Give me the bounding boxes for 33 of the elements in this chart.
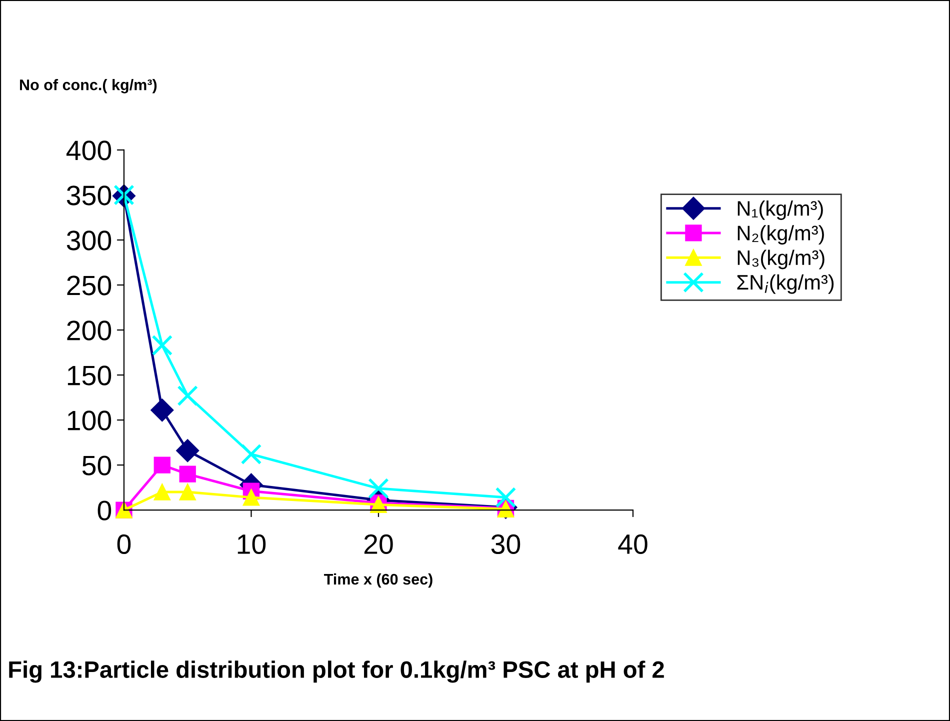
point [495,487,516,508]
y-tick-label: 400 [66,140,112,160]
x-tick-label: 20 [364,534,393,554]
point [152,334,173,356]
legend-label: N₁(kg/m³) [738,200,823,220]
x-tick-label: 40 [618,534,648,554]
y-tick-label: 250 [67,276,112,296]
y-tick-label: 0 [98,500,112,520]
point [150,398,174,422]
x-tick-label: 10 [238,534,266,554]
point [240,444,262,465]
point [154,456,170,474]
legend-label: N₃(kg/m³) [738,250,824,270]
x-tick-label: 0 [117,534,131,554]
x-axis-title: Time x (60 sec) [324,573,432,588]
y-tick-label: 100 [68,410,112,430]
legend-label: N₂(kg/m³) [738,225,824,245]
point [154,484,170,500]
point [242,489,260,506]
x-tick-label: 30 [491,534,520,554]
legend-label: ΣN$_{i}$(kg/m³) [737,274,834,294]
y-axis-title: No of conc.( kg/m³) [20,79,157,94]
point [179,484,196,500]
y-tick-label: 200 [67,320,112,340]
point [177,385,198,406]
y-tick-label: 300 [66,230,112,250]
point [179,466,196,482]
text: Fig 13:Particle distribution plot for 0.1kg/m³ PSC at pH of 2 [9,660,664,683]
y-tick-label: 350 [66,186,112,206]
y-tick-label: 50 [82,456,112,476]
point [176,439,200,462]
y-tick-label: 150 [68,366,112,386]
point [368,478,389,499]
